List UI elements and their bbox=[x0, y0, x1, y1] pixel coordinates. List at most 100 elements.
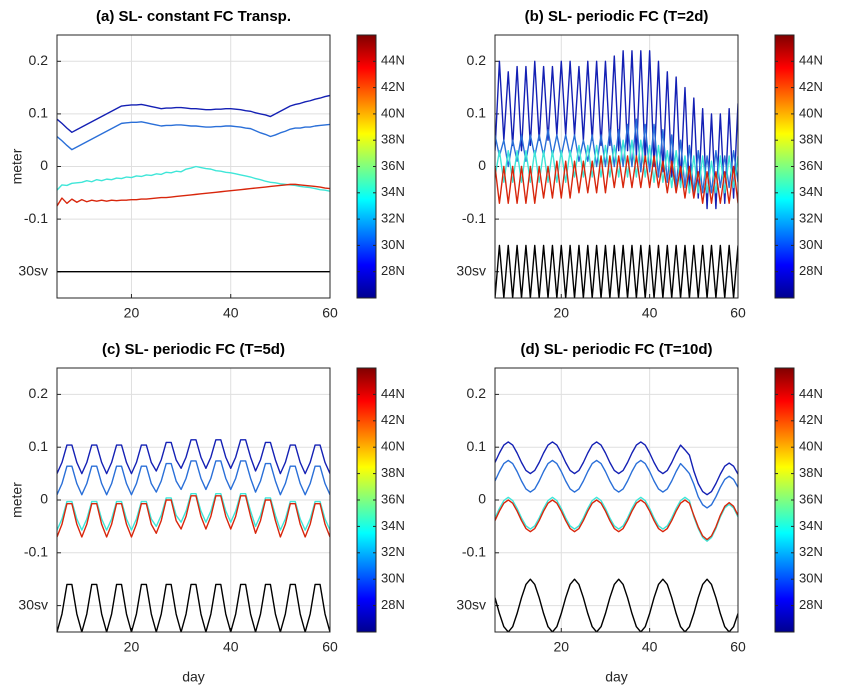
colorbar-label: 44N bbox=[381, 386, 405, 401]
series-line bbox=[57, 495, 330, 538]
colorbar-label: 36N bbox=[799, 158, 823, 173]
series-line bbox=[495, 139, 738, 194]
colorbar-label: 32N bbox=[381, 211, 405, 226]
y-tick-label: 0.1 bbox=[467, 438, 487, 454]
panel: 30sv -0.1 0 0.1 0.2 20 40 60 (b) SL- periodic FC… bbox=[456, 8, 822, 321]
series-line bbox=[495, 459, 738, 509]
y-tick-label: -0.1 bbox=[24, 544, 48, 560]
colorbar-label: 30N bbox=[799, 571, 823, 586]
x-tick-label: 20 bbox=[553, 639, 569, 655]
panel: 30sv -0.1 0 0.1 0.2 20 40 60 (c) SL- periodic FC… bbox=[9, 341, 405, 685]
colorbar-label: 44N bbox=[799, 386, 823, 401]
colorbar-label: 40N bbox=[799, 105, 823, 120]
y-tick-label: 0.2 bbox=[29, 385, 49, 401]
series-line bbox=[57, 165, 330, 192]
y-tick-label: 0.2 bbox=[467, 52, 487, 68]
x-axis-label: day bbox=[182, 669, 205, 685]
panel: 30sv -0.1 0 0.1 0.2 20 40 60 (a) SL- constant FC… bbox=[9, 8, 405, 321]
colorbar-label: 44N bbox=[799, 53, 823, 68]
colorbar-label: 28N bbox=[381, 597, 405, 612]
x-tick-label: 60 bbox=[730, 305, 746, 321]
panel-title: (d) SL- periodic FC (T=10d) bbox=[520, 341, 712, 358]
colorbar-label: 28N bbox=[381, 263, 405, 278]
y-tick-label: 0 bbox=[478, 491, 486, 507]
series-line bbox=[57, 492, 330, 531]
y-tick-label: -0.1 bbox=[24, 210, 48, 226]
series-line bbox=[57, 183, 330, 207]
y-tick-label: 0.2 bbox=[467, 385, 487, 401]
axes-frame bbox=[494, 367, 739, 633]
colorbar-label: 40N bbox=[381, 439, 405, 454]
y-axis-label: meter bbox=[9, 148, 25, 184]
y-tick-label: 30sv bbox=[456, 596, 486, 612]
y-tick-label: 0.1 bbox=[29, 438, 49, 454]
y-tick-label: 30sv bbox=[18, 596, 48, 612]
y-tick-label: 0 bbox=[40, 157, 48, 173]
y-tick-label: 30sv bbox=[18, 262, 48, 278]
x-tick-label: 40 bbox=[223, 639, 239, 655]
colorbar-label: 40N bbox=[381, 105, 405, 120]
series-line bbox=[57, 121, 330, 151]
colorbar-label: 30N bbox=[381, 571, 405, 586]
colorbar-label: 42N bbox=[799, 412, 823, 427]
x-tick-label: 60 bbox=[322, 305, 338, 321]
colorbar-label: 30N bbox=[381, 237, 405, 252]
y-tick-label: -0.1 bbox=[462, 210, 486, 226]
axes-frame bbox=[56, 367, 331, 633]
colorbar-label: 28N bbox=[799, 597, 823, 612]
x-tick-label: 20 bbox=[553, 305, 569, 321]
colorbar-label: 40N bbox=[799, 439, 823, 454]
colorbar-label: 36N bbox=[381, 158, 405, 173]
panel: 30sv -0.1 0 0.1 0.2 20 40 60 (d) SL- periodic FC… bbox=[456, 341, 822, 685]
y-tick-label: 0.1 bbox=[29, 105, 49, 121]
colorbar-label: 28N bbox=[799, 263, 823, 278]
panel-title: (a) SL- constant FC Transp. bbox=[96, 8, 291, 25]
x-tick-label: 60 bbox=[322, 639, 338, 655]
y-tick-label: -0.1 bbox=[462, 544, 486, 560]
y-tick-label: 0 bbox=[40, 491, 48, 507]
colorbar-label: 32N bbox=[381, 544, 405, 559]
x-tick-label: 60 bbox=[730, 639, 746, 655]
y-tick-label: 0 bbox=[478, 157, 486, 173]
x-tick-label: 40 bbox=[642, 305, 658, 321]
colorbar-label: 38N bbox=[799, 132, 823, 147]
colorbar-label: 36N bbox=[799, 491, 823, 506]
colorbar-label: 42N bbox=[381, 79, 405, 94]
x-tick-label: 40 bbox=[223, 305, 239, 321]
colorbar-label: 42N bbox=[381, 412, 405, 427]
y-tick-label: 0.2 bbox=[29, 52, 49, 68]
panel-title: (b) SL- periodic FC (T=2d) bbox=[525, 8, 709, 25]
y-tick-label: 30sv bbox=[456, 262, 486, 278]
colorbar-label: 30N bbox=[799, 237, 823, 252]
colorbar-label: 44N bbox=[381, 53, 405, 68]
colorbar-label: 38N bbox=[799, 465, 823, 480]
x-tick-label: 20 bbox=[124, 639, 140, 655]
y-tick-label: 0.1 bbox=[467, 105, 487, 121]
colorbar-label: 34N bbox=[381, 184, 405, 199]
colorbar-label: 42N bbox=[799, 79, 823, 94]
colorbar-label: 32N bbox=[799, 211, 823, 226]
series-line bbox=[495, 578, 738, 632]
series-line bbox=[57, 583, 330, 632]
series-line bbox=[495, 244, 738, 298]
colorbar-label: 34N bbox=[799, 518, 823, 533]
colorbar-label: 36N bbox=[381, 491, 405, 506]
y-axis-label: meter bbox=[9, 482, 25, 518]
axes-frame bbox=[56, 34, 331, 299]
series-line bbox=[495, 155, 738, 205]
x-axis-label: day bbox=[605, 669, 628, 685]
x-tick-label: 40 bbox=[642, 639, 658, 655]
series-line bbox=[495, 441, 738, 496]
series-line bbox=[495, 499, 738, 541]
series-line bbox=[57, 94, 330, 134]
series-line bbox=[57, 439, 330, 475]
axes-frame bbox=[494, 34, 739, 299]
colorbar-label: 34N bbox=[799, 184, 823, 199]
colorbar-label: 38N bbox=[381, 132, 405, 147]
colorbar-label: 38N bbox=[381, 465, 405, 480]
colorbar-label: 34N bbox=[381, 518, 405, 533]
panel-title: (c) SL- periodic FC (T=5d) bbox=[102, 341, 285, 358]
colorbar-label: 32N bbox=[799, 544, 823, 559]
